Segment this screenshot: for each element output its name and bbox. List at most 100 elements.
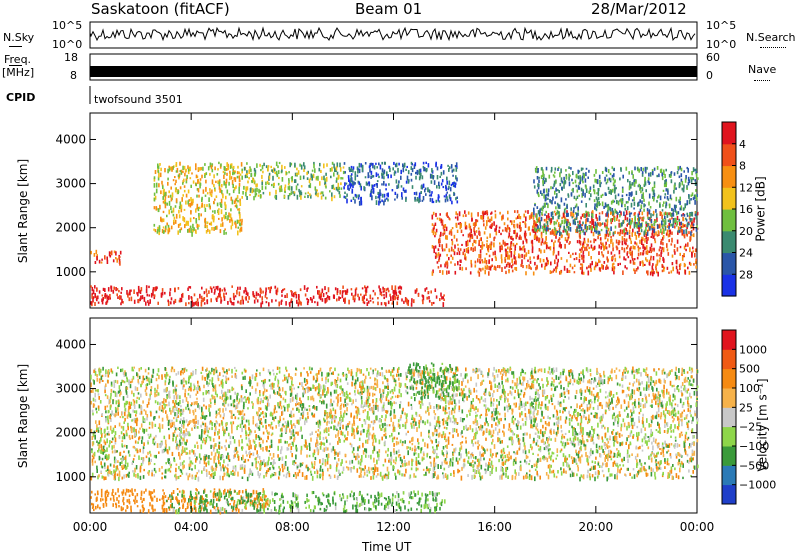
power-cell xyxy=(579,231,582,235)
power-cell xyxy=(422,161,425,165)
power-cell xyxy=(646,249,649,255)
power-cell xyxy=(558,227,561,230)
velocity-cell xyxy=(424,383,426,388)
power-cell xyxy=(668,271,670,274)
power-cell xyxy=(479,261,482,264)
power-cell xyxy=(647,222,649,228)
power-cell xyxy=(377,301,379,306)
power-cell xyxy=(157,170,160,174)
power-cell xyxy=(416,170,419,176)
power-cell xyxy=(296,167,298,171)
velocity-cell xyxy=(274,506,276,511)
power-cell xyxy=(623,211,625,216)
power-cell xyxy=(421,186,424,190)
power-cell xyxy=(664,180,666,185)
power-cell xyxy=(519,221,521,227)
power-cell xyxy=(613,184,616,187)
power-cell xyxy=(152,289,154,294)
power-cell xyxy=(545,230,547,235)
power-cell xyxy=(269,289,271,294)
power-cell xyxy=(400,286,403,290)
power-cell xyxy=(494,266,497,271)
power-cell xyxy=(360,293,362,296)
power-cell xyxy=(572,213,575,218)
power-cell xyxy=(491,258,493,262)
power-cell xyxy=(201,174,203,179)
power-cell xyxy=(95,249,98,254)
power-cell xyxy=(527,226,530,231)
power-cell xyxy=(217,210,220,215)
velocity-cell xyxy=(128,494,131,497)
velocity-cell xyxy=(442,474,445,479)
power-cell xyxy=(306,171,308,176)
velocity-cell xyxy=(520,382,523,386)
power-cell xyxy=(545,202,548,205)
velocity-cell xyxy=(621,384,624,388)
velocity-cell xyxy=(532,379,535,384)
power-cell xyxy=(671,213,673,218)
power-cell xyxy=(456,238,458,242)
velocity-cell xyxy=(200,505,203,510)
power-cell xyxy=(591,220,593,225)
velocity-cell xyxy=(111,370,114,374)
power-cell xyxy=(383,169,386,174)
power-cell xyxy=(650,243,653,248)
power-cell xyxy=(299,190,302,196)
power-cell xyxy=(582,250,585,255)
power-cell xyxy=(683,170,685,173)
velocity-cell xyxy=(219,507,222,513)
power-cell xyxy=(668,232,671,237)
velocity-cell xyxy=(184,508,187,512)
power-cell xyxy=(671,231,673,235)
power-cell xyxy=(93,253,96,257)
power-cell xyxy=(398,162,400,166)
velocity-cell xyxy=(261,380,263,383)
power-cell xyxy=(556,219,559,222)
power-cell xyxy=(209,172,211,176)
power-cell xyxy=(146,293,149,297)
power-cell xyxy=(691,220,693,224)
power-cell xyxy=(431,214,434,220)
date-title: 28/Mar/2012 xyxy=(591,0,687,18)
velocity-cell xyxy=(131,492,134,496)
power-cell xyxy=(529,256,531,261)
power-cell xyxy=(381,168,384,173)
power-cell xyxy=(686,166,689,170)
velocity-cell xyxy=(100,493,103,498)
power-cell xyxy=(523,248,526,253)
velocity-cell xyxy=(607,449,610,455)
power-cell xyxy=(645,189,647,193)
power-cell xyxy=(634,166,636,171)
velocity-cell xyxy=(142,448,145,454)
power-cell xyxy=(607,250,609,254)
power-cell xyxy=(667,234,670,238)
power-cell xyxy=(129,289,131,294)
velocity-cell xyxy=(169,504,172,508)
power-cell xyxy=(96,288,98,292)
power-cell xyxy=(480,268,482,272)
power-cell xyxy=(579,176,582,181)
power-cell xyxy=(358,181,361,185)
power-cell xyxy=(595,227,597,231)
power-cell xyxy=(656,199,658,203)
power-cell xyxy=(197,179,199,185)
velocity-cell xyxy=(168,506,170,509)
power-cell xyxy=(584,178,587,183)
power-cell xyxy=(546,257,548,260)
power-cell xyxy=(690,231,692,236)
power-cell xyxy=(211,179,214,185)
power-cell xyxy=(174,298,177,303)
power-cell xyxy=(653,192,656,197)
power-cell xyxy=(513,261,516,265)
power-cell xyxy=(215,287,218,290)
velocity-cell xyxy=(633,474,636,479)
power-cell xyxy=(683,184,685,189)
power-cell xyxy=(243,290,245,294)
velocity-cell xyxy=(688,366,691,371)
velocity-cell xyxy=(455,418,457,423)
power-cell xyxy=(688,179,691,184)
power-cell xyxy=(677,230,679,233)
velocity-cell xyxy=(397,493,400,496)
power-cell xyxy=(223,214,225,219)
